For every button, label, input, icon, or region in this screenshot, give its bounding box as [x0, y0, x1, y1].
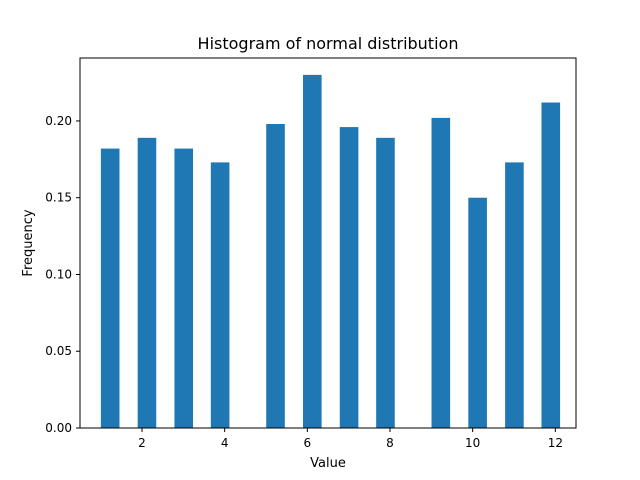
y-ticks-group: 0.00 0.05 0.10 0.15 0.20 [45, 114, 80, 435]
x-tick-label: 10 [465, 436, 480, 450]
histogram-bar [137, 137, 157, 428]
histogram-bar [266, 124, 285, 428]
chart-title: Histogram of normal distribution [198, 34, 459, 53]
x-ticks-group: 2 4 6 8 10 12 [138, 428, 563, 450]
y-tick-label: 0.00 [45, 421, 72, 435]
histogram-bar [431, 117, 451, 428]
x-tick-label: 12 [548, 436, 563, 450]
histogram-bar [376, 137, 395, 428]
bars-group [100, 74, 561, 429]
histogram-bar [174, 148, 194, 428]
histogram-bar [339, 127, 359, 429]
histogram-bar [210, 162, 230, 428]
histogram-bar [302, 74, 322, 428]
plot-frame [79, 57, 577, 429]
x-tick-label: 6 [304, 436, 312, 450]
y-axis-label: Frequency [21, 209, 36, 276]
x-axis-label: Value [310, 456, 346, 471]
x-tick-label: 4 [221, 436, 229, 450]
histogram-bar [468, 197, 487, 428]
y-tick-label: 0.10 [45, 267, 72, 281]
y-tick-label: 0.15 [45, 191, 72, 205]
x-tick-label: 8 [386, 436, 394, 450]
y-tick-label: 0.20 [45, 114, 72, 128]
histogram-bar [505, 162, 524, 428]
histogram-bar [541, 102, 561, 428]
histogram-bar [100, 148, 120, 428]
x-tick-label: 2 [138, 436, 146, 450]
y-tick-label: 0.05 [45, 344, 72, 358]
